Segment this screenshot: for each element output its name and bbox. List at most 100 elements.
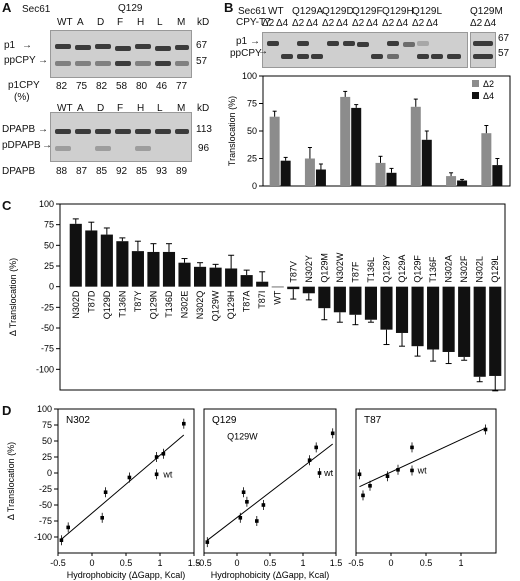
panel-d-letter: D xyxy=(2,403,12,418)
bar-label: N302D xyxy=(71,290,81,319)
x-tick-label: 0 xyxy=(234,558,239,568)
x-tick-label: 1.5 xyxy=(188,558,201,568)
bar-N302D xyxy=(69,223,82,287)
x-tick-label: -0.5 xyxy=(50,558,66,568)
dpapb-label: DPAPB xyxy=(2,124,36,135)
quant-value: 82 xyxy=(56,81,68,92)
bar-label: Q129A xyxy=(397,255,407,283)
bar-label: T87Y xyxy=(133,291,143,313)
bar-label: T136F xyxy=(428,256,438,283)
panel-title: T87 xyxy=(364,415,382,426)
bar-T136D xyxy=(162,251,176,287)
data-point xyxy=(361,493,365,498)
y-axis-label: Translocation (%) xyxy=(227,96,237,166)
data-point xyxy=(368,484,372,488)
bar-label: N302Q xyxy=(195,291,205,320)
y-axis-label: Δ Translocation (%) xyxy=(6,442,16,520)
bar-label: T87I xyxy=(257,291,267,309)
band xyxy=(447,54,461,59)
y-tick-label: 25 xyxy=(44,261,54,271)
bar-Q129D-Δ4 xyxy=(351,107,362,186)
regression-line xyxy=(206,443,334,541)
panel-b-mw-57: 57 xyxy=(498,48,510,59)
data-point xyxy=(261,503,266,507)
panel-c-chart: -100 -75 -50 -25 0 25 50 75 100 Δ Translocation (… xyxy=(8,199,506,392)
bar-N302E xyxy=(178,262,191,287)
bar-label: Q129H xyxy=(226,291,236,320)
sub-label: Δ2 xyxy=(412,18,425,29)
x-tick-label: 0.5 xyxy=(264,558,277,568)
x-axis-label: Hydrophobicity (ΔGapp, Kcal) xyxy=(211,570,330,580)
bar-Q129H xyxy=(225,268,238,287)
bar-WT-Δ2 xyxy=(269,116,280,186)
band xyxy=(175,61,189,66)
bar-label: Q129L xyxy=(490,256,500,283)
y-axis-label: Δ Translocation (%) xyxy=(8,258,18,336)
panel-b-blot-main xyxy=(262,32,468,68)
y-tick-label: 50 xyxy=(42,436,52,446)
data-point xyxy=(205,540,210,544)
bar-Q129M-Δ4 xyxy=(492,165,503,186)
bar-Q129F-Δ2 xyxy=(375,162,386,186)
data-point xyxy=(385,474,390,478)
quant-value: 88 xyxy=(56,166,68,177)
band xyxy=(417,41,429,46)
group-label: Q129A xyxy=(292,6,324,17)
data-point xyxy=(241,490,246,494)
lane-label: F xyxy=(117,103,124,114)
bar-N302F xyxy=(458,286,471,357)
bar-label: Q129D xyxy=(102,290,112,319)
bar-WT xyxy=(271,286,284,288)
bar-label: WT xyxy=(273,290,283,304)
bar-T87Y xyxy=(131,251,144,287)
quant-value: 80 xyxy=(136,81,148,92)
band xyxy=(55,44,71,49)
data-point xyxy=(396,468,400,472)
ppcpy-label: ppCPY xyxy=(4,55,36,66)
panel-b-letter: B xyxy=(224,0,234,15)
regression-line xyxy=(359,427,486,488)
band xyxy=(95,44,111,49)
bar-Q129M-Δ2 xyxy=(481,133,492,186)
band xyxy=(115,46,131,51)
band xyxy=(55,129,71,134)
y-tick-label: 25 xyxy=(42,452,52,462)
bar-Q129H-Δ2 xyxy=(410,106,421,186)
group-label: Q129L xyxy=(412,6,443,17)
bar-Q129A-Δ4 xyxy=(315,169,326,186)
panel-b-chart: 0 25 50 75 100 Translocation (%) Δ2 Δ4 xyxy=(227,71,511,191)
data-point xyxy=(314,445,318,450)
wt-annotation: wt xyxy=(323,468,333,478)
mw-96: 96 xyxy=(198,143,210,154)
bar-label: T87V xyxy=(288,261,298,283)
mw-67: 67 xyxy=(196,40,208,51)
panel-b-ppcpy-label: ppCPY xyxy=(230,48,262,59)
bar-Q129N xyxy=(147,251,160,287)
x-tick-label: 0.5 xyxy=(420,558,433,568)
lane-label: H xyxy=(137,103,145,114)
bar-T136N xyxy=(116,241,129,287)
group-label: Q129D xyxy=(322,6,354,17)
band xyxy=(327,41,339,46)
data-point xyxy=(182,421,186,426)
bar-label: N302E xyxy=(180,291,190,319)
sub-label: Δ2 xyxy=(262,18,275,29)
arrow-icon: → xyxy=(38,124,48,135)
band xyxy=(403,42,415,47)
band xyxy=(135,61,151,66)
y-tick-label: -25 xyxy=(39,484,52,494)
y-tick-label: 100 xyxy=(39,199,54,209)
group-label: Q129M xyxy=(470,6,503,17)
y-tick-label: -50 xyxy=(39,500,52,510)
quant-value: 77 xyxy=(176,81,188,92)
bar-label: T136N xyxy=(117,291,127,318)
x-tick-label: 1 xyxy=(157,558,162,568)
bar-T87V xyxy=(287,286,300,290)
band xyxy=(135,44,151,49)
y-tick-label: 0 xyxy=(252,181,257,191)
bar-label: Q129W xyxy=(211,290,221,321)
bar-Q129M xyxy=(318,286,331,309)
panel-b-sec61-label: Sec61 xyxy=(238,6,267,17)
quant-value: 82 xyxy=(96,81,108,92)
